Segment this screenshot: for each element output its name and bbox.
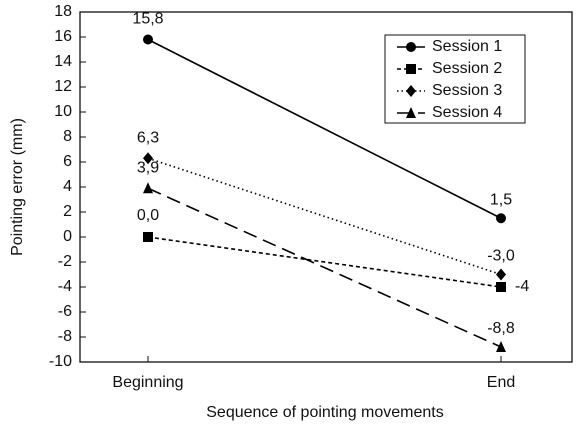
y-tick-label: 16 [54,28,72,45]
data-label: -4 [515,278,529,295]
series-line [147,236,502,288]
data-point [143,34,153,45]
data-point [496,213,506,224]
legend-label: Session 3 [432,82,502,99]
data-point [143,232,153,242]
data-label: 6,3 [137,129,159,146]
y-tick-label: -4 [58,278,72,295]
y-tick-label: 4 [63,178,72,195]
y-tick-label: -6 [58,303,72,320]
data-label: -3,0 [487,248,515,265]
data-point [143,152,153,165]
data-label: 3,9 [137,159,159,176]
y-tick-label: 0 [63,228,72,245]
x-tick-label: Beginning [112,374,183,391]
y-tick-label: -8 [58,328,72,345]
y-tick-label: 18 [54,3,72,20]
x-tick-label: End [487,374,515,391]
legend-marker [406,107,416,118]
y-tick-label: 12 [54,78,72,95]
y-tick-label: 10 [54,103,72,120]
data-point [496,268,506,281]
legend-label: Session 2 [432,60,502,77]
y-tick-label: 14 [54,53,72,70]
y-tick-label: 6 [63,153,72,170]
y-axis-label: Pointing error (mm) [9,118,26,256]
y-tick-label: 8 [63,128,72,145]
series-line [147,157,502,276]
y-tick-label: -10 [49,353,72,370]
legend-marker [406,64,416,74]
legend-label: Session 4 [432,104,502,121]
data-label: -8,8 [487,320,515,337]
data-label: 0,0 [137,207,159,224]
y-tick-label: -2 [58,253,72,270]
series-line [147,187,502,348]
series-line [147,38,502,219]
y-tick-label: 2 [63,203,72,220]
data-label: 1,5 [490,191,512,208]
legend-marker [406,85,416,97]
legend-marker [406,42,416,52]
data-label: 15,8 [132,11,163,28]
legend-label: Session 1 [432,38,502,55]
data-point [496,341,506,352]
data-point [496,282,506,292]
data-point [143,182,153,194]
x-axis-label: Sequence of pointing movements [206,404,443,421]
